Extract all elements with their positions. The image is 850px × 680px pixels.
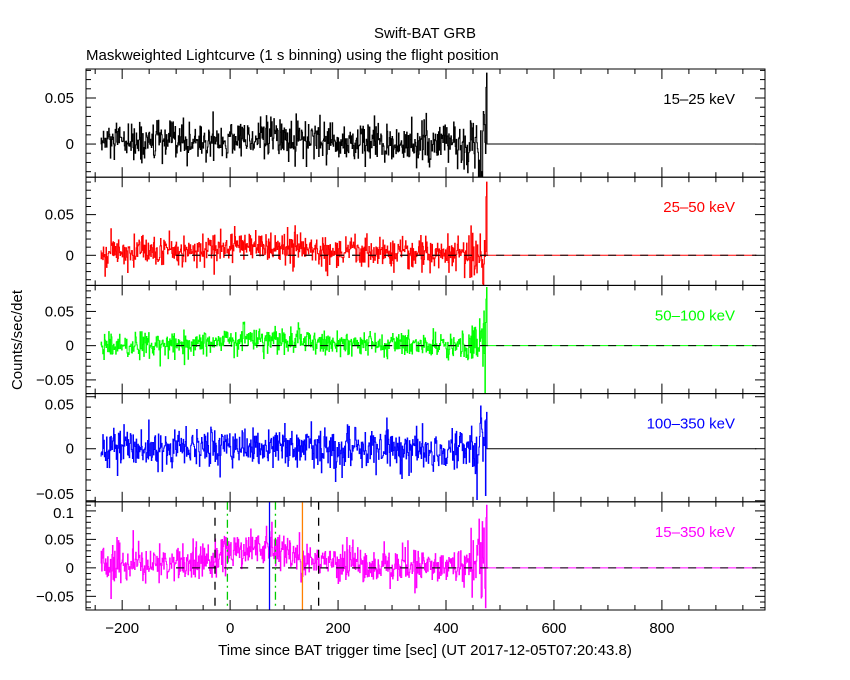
chart-subtitle: Maskweighted Lightcurve (1 s binning) us… bbox=[86, 47, 499, 64]
x-tick-label: −200 bbox=[105, 620, 139, 637]
panel-data bbox=[100, 405, 757, 501]
x-tick-label: 600 bbox=[541, 620, 566, 637]
panel-0: 0 0.05 15–25 keV bbox=[45, 68, 766, 178]
series-line-4 bbox=[100, 504, 488, 609]
x-tick-label: 400 bbox=[433, 620, 458, 637]
y-tick-label: 0.05 bbox=[45, 397, 74, 414]
y-tick-label: 0.05 bbox=[45, 531, 74, 548]
y-tick-label: −0.05 bbox=[36, 588, 74, 605]
panel-data bbox=[100, 181, 757, 286]
y-tick-label: 0 bbox=[66, 441, 74, 458]
panel-4: −0.05 0 0.05 0.1 15–350 keV bbox=[36, 501, 766, 611]
x-axis-label: Time since BAT trigger time [sec] (UT 20… bbox=[218, 642, 632, 659]
series-line-1 bbox=[100, 181, 488, 286]
y-tick-label: −0.05 bbox=[36, 372, 74, 389]
y-tick-label: 0.05 bbox=[45, 90, 74, 107]
y-tick-label: −0.05 bbox=[36, 486, 74, 503]
y-tick-label: 0.05 bbox=[45, 207, 74, 224]
y-tick-label: 0.1 bbox=[53, 505, 74, 522]
panel-data bbox=[100, 72, 757, 178]
series-line-2 bbox=[100, 286, 488, 394]
y-tick-label: 0 bbox=[66, 338, 74, 355]
x-tick-label: 0 bbox=[226, 620, 234, 637]
panel-frame bbox=[85, 176, 766, 286]
band-label: 25–50 keV bbox=[663, 199, 735, 216]
y-axis-label: Counts/sec/det bbox=[9, 289, 26, 390]
band-label: 50–100 keV bbox=[655, 307, 735, 324]
chart-title: Swift-BAT GRB bbox=[374, 25, 476, 42]
panel-data bbox=[100, 501, 757, 610]
panel-frame bbox=[85, 501, 766, 611]
band-label: 100–350 keV bbox=[647, 416, 735, 433]
band-label: 15–25 keV bbox=[663, 91, 735, 108]
y-tick-label: 0.05 bbox=[45, 303, 74, 320]
y-tick-label: 0 bbox=[66, 247, 74, 264]
y-tick-label: 0 bbox=[66, 560, 74, 577]
panel-1: 0 0.05 25–50 keV bbox=[45, 176, 766, 286]
band-label: 15–350 keV bbox=[655, 524, 735, 541]
panel-2: −0.05 0 0.05 50–100 keV bbox=[36, 284, 766, 395]
x-tick-label: 200 bbox=[326, 620, 351, 637]
x-tick-label: 800 bbox=[649, 620, 674, 637]
series-line-3 bbox=[100, 405, 488, 501]
series-line-0 bbox=[100, 72, 488, 178]
y-tick-label: 0 bbox=[66, 136, 74, 153]
panel-data bbox=[100, 286, 757, 394]
panel-3: −0.05 0 0.05 100–350 keV bbox=[36, 393, 766, 503]
